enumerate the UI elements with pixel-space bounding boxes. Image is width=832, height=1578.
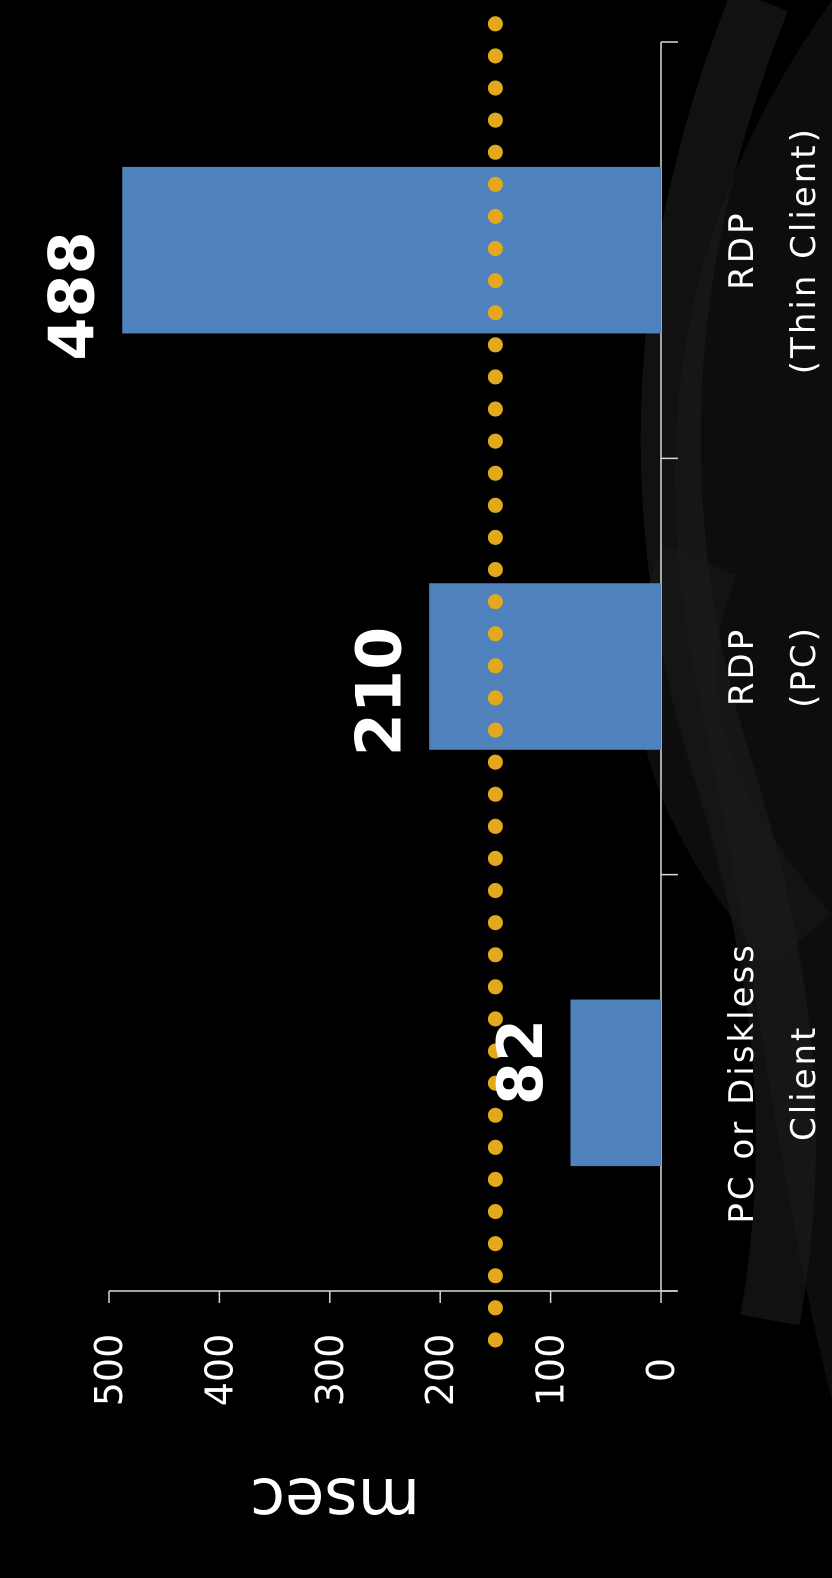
bar (122, 166, 662, 334)
category-label: Client (784, 1025, 824, 1141)
background-swoosh (636, 0, 832, 1400)
value-axis-title: msec (250, 1463, 420, 1537)
category-label: PC or Diskless (722, 942, 762, 1223)
category-label: RDP (722, 211, 762, 290)
data-label: 488 (36, 231, 109, 360)
value-tick-label: 500 (87, 1334, 131, 1407)
value-tick-label: 200 (418, 1334, 462, 1407)
value-tick-label: 300 (308, 1334, 352, 1407)
bar (570, 999, 661, 1167)
value-tick-label: 400 (197, 1334, 241, 1407)
category-label: (Thin Client) (784, 126, 824, 374)
data-label: 210 (343, 627, 416, 756)
category-label: RDP (722, 627, 762, 706)
value-tick-label: 100 (529, 1334, 573, 1407)
category-label: (PC) (784, 625, 824, 708)
value-tick-label: 0 (639, 1358, 683, 1382)
data-label: 82 (484, 1019, 557, 1105)
plot-area: 0 100 200 300 400 500 82 210 488 PC or Diskless Cl… (36, 0, 824, 1537)
bar (429, 583, 661, 750)
